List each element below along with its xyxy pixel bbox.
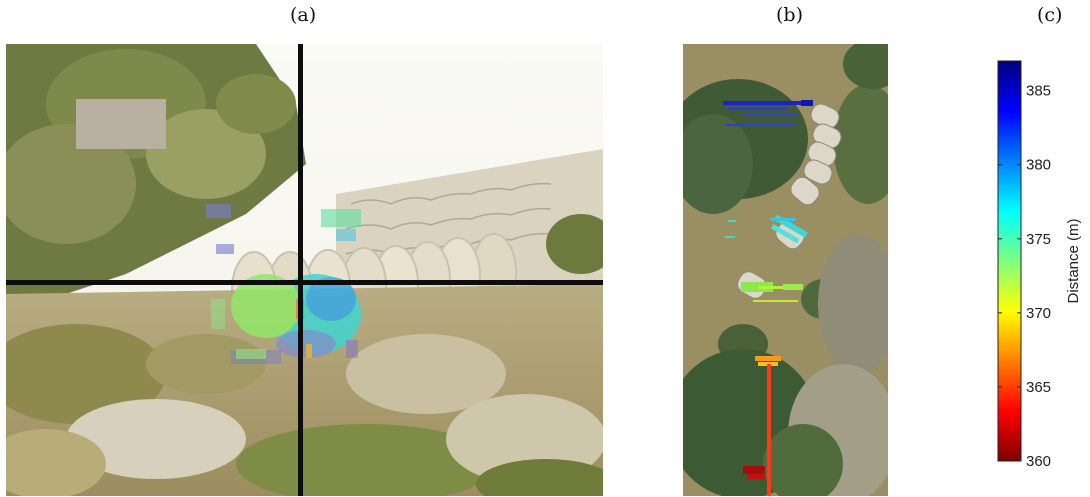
- colorbar-tick-label: 370: [1026, 305, 1051, 322]
- colorbar-tick-label: 385: [1026, 83, 1051, 100]
- colorbar-tick-label: 365: [1026, 379, 1051, 396]
- panel-b-distance-markers: [723, 100, 813, 496]
- panel-c-label: (c): [1037, 4, 1063, 26]
- panel-b-scene: [683, 44, 888, 496]
- colorbar: 360 365 370 375 380 385 Distance (m): [997, 60, 1082, 470]
- panel-a-label: (a): [290, 4, 317, 26]
- colorbar-axis-label: Distance (m): [1065, 218, 1082, 303]
- panel-a-photo: [6, 44, 603, 496]
- colorbar-tick-label: 375: [1026, 231, 1051, 248]
- colorbar-ticks: 360 365 370 375 380 385: [998, 83, 1051, 470]
- panel-b-aerial: [683, 44, 888, 496]
- panel-a-scene: [6, 44, 603, 496]
- colorbar-tick-label: 380: [1026, 157, 1051, 174]
- crosshair: [6, 44, 603, 496]
- colorbar-tick-label: 360: [1026, 453, 1051, 470]
- panel-b-label: (b): [776, 4, 803, 26]
- colorbar-gradient: [997, 60, 1022, 462]
- panel-a-distance-overlay: [206, 204, 361, 364]
